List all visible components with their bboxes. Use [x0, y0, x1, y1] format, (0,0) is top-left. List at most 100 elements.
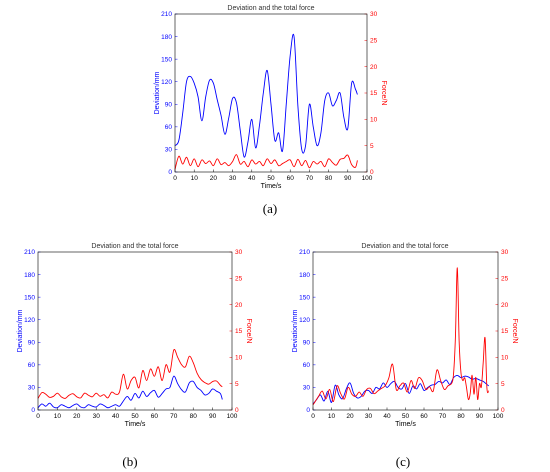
- chart-a-xtick-label: 90: [344, 175, 352, 182]
- chart-c-ytick-left-label: 60: [303, 362, 311, 369]
- chart-a-ytick-right-label: 25: [370, 38, 378, 45]
- chart-c-ytick-left-label: 30: [303, 385, 311, 392]
- chart-b-ytick-right-label: 30: [235, 249, 243, 256]
- chart-b-ytick-left-label: 210: [24, 249, 35, 256]
- chart-a-title: Deviation and the total force: [227, 5, 314, 12]
- chart-a-ytick-left-label: 180: [161, 34, 172, 41]
- chart-a-xtick-label: 50: [267, 175, 275, 182]
- chart-c-ytick-left-label: 120: [299, 317, 310, 324]
- chart-b-force-line: [37, 349, 223, 399]
- chart-b-xtick-label: 80: [190, 413, 198, 420]
- chart-b-ytick-left-label: 120: [24, 317, 35, 324]
- chart-a-xtick-label: 100: [362, 175, 373, 182]
- chart-c-caption: (c): [396, 454, 410, 469]
- chart-c-xtick-label: 90: [476, 413, 484, 420]
- chart-b-ylabel-left: Deviation/mm: [17, 309, 24, 352]
- chart-b-ytick-right-label: 15: [235, 328, 243, 335]
- chart-b-xtick-label: 30: [93, 413, 101, 420]
- chart-a-xtick-label: 80: [325, 175, 333, 182]
- chart-b-ytick-right-label: 25: [235, 276, 243, 283]
- chart-a-force-line: [174, 154, 358, 170]
- chart-a-deviation-line: [174, 33, 358, 158]
- chart-b-xtick-label: 70: [170, 413, 178, 420]
- chart-a-ytick-left-label: 150: [161, 56, 172, 63]
- chart-c-xtick-label: 20: [346, 413, 354, 420]
- chart-a-ytick-left-label: 60: [165, 124, 173, 131]
- chart-c-xtick-label: 50: [402, 413, 410, 420]
- chart-b-ytick-left-label: 30: [28, 385, 36, 392]
- chart-b-ytick-right-label: 5: [235, 381, 239, 388]
- chart-b-ytick-left-label: 90: [28, 339, 36, 346]
- chart-c-ytick-left-label: 150: [299, 294, 310, 301]
- chart-c-xtick-label: 30: [365, 413, 373, 420]
- chart-c-ytick-right-label: 25: [501, 276, 509, 283]
- chart-c-ylabel-right: Force/N: [511, 319, 518, 344]
- chart-a-ytick-left-label: 90: [165, 101, 173, 108]
- chart-a-xtick-label: 30: [229, 175, 237, 182]
- chart-a-plot-frame: [174, 13, 368, 173]
- chart-c-xtick-label: 40: [383, 413, 391, 420]
- chart-c: Deviation and the total force 0 10 20 30 40 5…: [292, 243, 518, 469]
- chart-a-ytick-left-label: 30: [165, 147, 173, 154]
- chart-c-xtick-label: 80: [457, 413, 465, 420]
- chart-a-xlabel: Time/s: [261, 183, 282, 190]
- chart-a-ytick-right-label: 15: [370, 90, 378, 97]
- chart-c-deviation-line: [312, 374, 490, 405]
- chart-b-xtick-label: 10: [54, 413, 62, 420]
- chart-a-ytick-left-label: 210: [161, 11, 172, 18]
- chart-b-xtick-label: 20: [73, 413, 81, 420]
- chart-b-xtick-label: 60: [151, 413, 159, 420]
- chart-c-title: Deviation and the total force: [361, 243, 448, 250]
- chart-a-xtick-label: 60: [287, 175, 295, 182]
- chart-a-ytick-left-label: 120: [161, 79, 172, 86]
- chart-b-ytick-left-label: 60: [28, 362, 36, 369]
- chart-a-caption: (a): [263, 201, 277, 216]
- chart-a-xtick-label: 10: [191, 175, 199, 182]
- chart-c-ylabel-left: Deviation/mm: [292, 309, 299, 352]
- chart-a-xtick-label: 0: [173, 175, 177, 182]
- chart-b-xtick-label: 100: [227, 413, 238, 420]
- chart-c-xtick-label: 10: [328, 413, 336, 420]
- chart-a-ytick-left-label: 0: [168, 169, 172, 176]
- chart-c-force-line: [312, 267, 490, 405]
- chart-a-xtick-label: 20: [210, 175, 218, 182]
- chart-c-ytick-left-label: 210: [299, 249, 310, 256]
- chart-a-ytick-right-label: 10: [370, 117, 378, 124]
- chart-a-ytick-right-label: 5: [370, 143, 374, 150]
- chart-b-ytick-right-label: 0: [235, 407, 239, 414]
- chart-c-ytick-left-label: 180: [299, 272, 310, 279]
- chart-c-ytick-left-label: 0: [306, 407, 310, 414]
- chart-b-deviation-line: [37, 375, 223, 409]
- chart-a-ytick-right-label: 20: [370, 64, 378, 71]
- chart-a: Deviation and the total force 0 10 20 30 40 5…: [154, 5, 387, 216]
- chart-b-ytick-right-label: 20: [235, 302, 243, 309]
- chart-b-ytick-right-label: 10: [235, 355, 243, 362]
- chart-a-xtick-label: 40: [248, 175, 256, 182]
- chart-a-xtick-label: 70: [306, 175, 314, 182]
- chart-c-xtick-label: 100: [493, 413, 504, 420]
- chart-c-xlabel: Time/s: [395, 421, 416, 428]
- chart-b-caption: (b): [122, 454, 137, 469]
- chart-b-xtick-label: 90: [209, 413, 217, 420]
- chart-c-ytick-right-label: 30: [501, 249, 509, 256]
- chart-c-ytick-right-label: 5: [501, 381, 505, 388]
- chart-c-xtick-label: 60: [420, 413, 428, 420]
- chart-a-ylabel-left: Deviation/mm: [154, 71, 161, 114]
- chart-a-ytick-right-label: 30: [370, 11, 378, 18]
- chart-b-title: Deviation and the total force: [91, 243, 178, 250]
- chart-c-xtick-label: 70: [439, 413, 447, 420]
- chart-c-ytick-right-label: 0: [501, 407, 505, 414]
- chart-b-xtick-label: 50: [131, 413, 139, 420]
- chart-b-ylabel-right: Force/N: [245, 319, 252, 344]
- chart-c-ytick-right-label: 10: [501, 355, 509, 362]
- chart-a-ytick-right-label: 0: [370, 169, 374, 176]
- chart-b-plot-frame: [37, 251, 233, 411]
- chart-c-ytick-right-label: 20: [501, 302, 509, 309]
- chart-b-xlabel: Time/s: [125, 421, 146, 428]
- chart-c-xtick-label: 0: [311, 413, 315, 420]
- chart-b-ytick-left-label: 0: [31, 407, 35, 414]
- chart-c-ytick-right-label: 15: [501, 328, 509, 335]
- chart-c-ytick-left-label: 90: [303, 339, 311, 346]
- chart-c-plot-frame: [312, 251, 499, 411]
